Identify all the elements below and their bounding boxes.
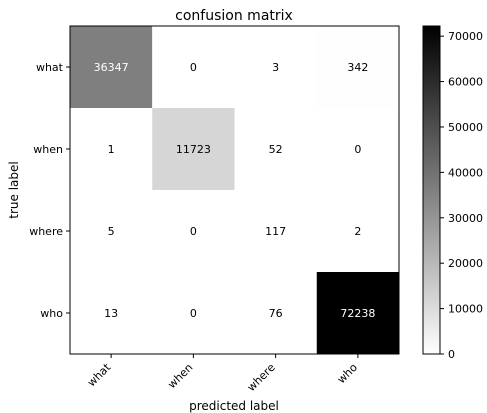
heatmap-cell — [316, 108, 399, 190]
colorbar-tick-label: 10000 — [448, 303, 483, 316]
heatmap-cell — [234, 272, 317, 354]
cell-value-label: 0 — [190, 225, 197, 238]
y-tick-label: what — [36, 61, 64, 74]
heatmap-cell — [234, 26, 317, 108]
heatmap-cell — [234, 190, 317, 272]
x-axis-ticks: what when where who — [85, 354, 360, 394]
colorbar — [422, 25, 441, 355]
x-tick-label: when — [165, 361, 195, 391]
cell-value-label: 5 — [108, 225, 115, 238]
heatmap-cell — [234, 108, 317, 190]
x-tick-label: where — [245, 361, 278, 394]
x-tick-label: who — [335, 361, 360, 386]
x-axis-label: predicted label — [189, 399, 279, 413]
x-tick-label: what — [85, 360, 114, 389]
cell-value-label: 0 — [190, 307, 197, 320]
y-axis-label: true label — [7, 161, 21, 218]
cell-value-label: 2 — [354, 225, 361, 238]
plot-frame — [69, 25, 400, 355]
colorbar-tick-label: 40000 — [448, 166, 483, 179]
heatmap-cell — [316, 272, 399, 354]
colorbar-tick-label: 0 — [448, 348, 455, 361]
chart-title: confusion matrix — [175, 8, 293, 24]
colorbar-tick-label: 60000 — [448, 76, 483, 89]
cell-value-label: 13 — [104, 307, 118, 320]
cell-value-label: 36347 — [94, 61, 129, 74]
heatmap-cell — [152, 272, 235, 354]
heatmap-cell — [70, 190, 153, 272]
heatmap-cell — [70, 272, 153, 354]
heatmap-cell — [70, 26, 153, 108]
y-tick-label: where — [29, 225, 63, 238]
heatmap-cell — [152, 26, 235, 108]
cell-value-label: 342 — [347, 61, 368, 74]
cell-value-label: 0 — [190, 61, 197, 74]
cell-value-label: 117 — [265, 225, 286, 238]
cell-value-label: 52 — [269, 143, 283, 156]
y-tick-label: when — [33, 143, 63, 156]
cell-value-label: 72238 — [340, 307, 375, 320]
heatmap-cell — [152, 108, 235, 190]
y-axis-ticks: what when where who — [29, 61, 70, 320]
colorbar-tick-label: 20000 — [448, 257, 483, 270]
cell-value-label: 0 — [354, 143, 361, 156]
colorbar-tick-label: 30000 — [448, 212, 483, 225]
cell-value-label: 76 — [269, 307, 283, 320]
heatmap-cells: 36347 0 3 342 1 11723 52 0 5 0 117 2 13 0 76 72238 — [70, 26, 399, 354]
cell-value-label: 1 — [108, 143, 115, 156]
cell-value-label: 3 — [272, 61, 279, 74]
cell-value-label: 11723 — [176, 143, 211, 156]
heatmap-cell — [316, 190, 399, 272]
colorbar-ticks: 0 10000 20000 30000 40000 50000 60000 70000 — [440, 30, 483, 361]
y-tick-label: who — [40, 307, 63, 320]
colorbar-tick-label: 70000 — [448, 30, 483, 43]
heatmap-cell — [316, 26, 399, 108]
heatmap-cell — [70, 108, 153, 190]
colorbar-tick-label: 50000 — [448, 121, 483, 134]
heatmap-cell — [152, 190, 235, 272]
